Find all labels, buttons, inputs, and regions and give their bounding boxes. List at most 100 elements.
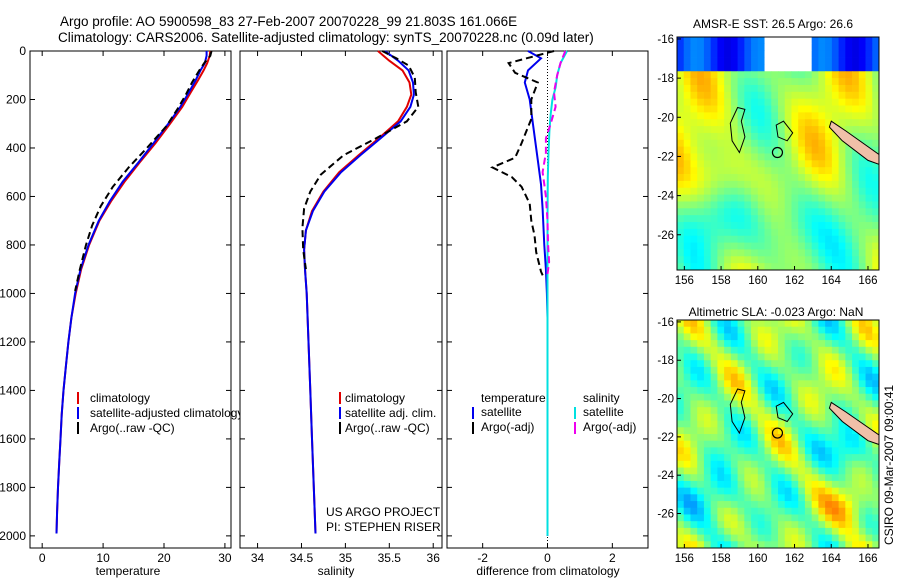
heatmap-cell	[703, 387, 712, 395]
heatmap-cell	[751, 353, 759, 361]
heatmap-cell	[852, 440, 860, 448]
heatmap-cell	[724, 119, 732, 127]
heatmap-cell	[804, 91, 813, 100]
heatmap-cell	[791, 320, 799, 328]
heatmap-cell	[703, 393, 712, 401]
heatmap-cell	[872, 420, 880, 428]
heatmap-cell	[703, 132, 712, 141]
heatmap-cell	[730, 78, 738, 86]
difference-xlabel: difference from climatology	[476, 564, 619, 578]
heatmap-cell	[778, 501, 786, 509]
heatmap-cell	[710, 387, 718, 395]
heatmap-cell	[744, 501, 752, 509]
heatmap-cell	[724, 407, 732, 415]
heatmap-cell	[872, 43, 880, 52]
heatmap-cell	[798, 407, 806, 415]
heatmap-cell	[818, 333, 826, 341]
heatmap-cell	[744, 228, 752, 237]
heatmap-cell	[825, 208, 833, 216]
heatmap-cell	[751, 256, 759, 264]
heatmap-cell	[872, 373, 880, 381]
heatmap-cell	[744, 105, 752, 113]
heatmap-cell	[791, 447, 799, 455]
heatmap-cell	[737, 208, 745, 216]
heatmap-cell	[852, 413, 860, 421]
heatmap-cell	[703, 326, 712, 334]
heatmap-cell	[825, 360, 833, 368]
heatmap-cell	[730, 91, 738, 100]
heatmap-cell	[751, 194, 759, 202]
heatmap-cell	[683, 201, 691, 209]
chesterfield-outline	[729, 106, 746, 154]
heatmap-cell	[730, 50, 738, 58]
legend-label-climatology: climatology	[90, 391, 150, 405]
heatmap-cell	[737, 84, 745, 93]
heatmap-cell	[825, 447, 833, 455]
heatmap-cell	[872, 242, 880, 250]
heatmap-cell	[730, 98, 738, 106]
x-tick-label: 34	[251, 551, 265, 565]
heatmap-cell	[751, 413, 759, 421]
heatmap-cell	[838, 400, 846, 408]
x-tick-label: 0	[544, 551, 551, 565]
heatmap-cell	[831, 57, 839, 65]
heatmap-cell	[845, 57, 853, 65]
heatmap-cell	[744, 132, 752, 141]
heatmap-cell	[757, 64, 765, 72]
heatmap-cell	[717, 393, 725, 401]
heatmap-cell	[771, 98, 779, 106]
heatmap-cell	[724, 105, 732, 113]
heatmap-cell	[804, 501, 813, 509]
heatmap-cell	[690, 534, 698, 542]
heatmap-cell	[697, 366, 705, 375]
heatmap-cell	[865, 366, 873, 375]
heatmap-cell	[771, 256, 779, 264]
heatmap-cell	[865, 57, 873, 65]
heatmap-cell	[818, 43, 826, 52]
heatmap-cell	[764, 174, 772, 182]
heatmap-cell	[690, 64, 698, 72]
heatmap-cell	[845, 440, 853, 448]
heatmap-cell	[811, 222, 819, 230]
heatmap-cell	[778, 112, 786, 120]
heatmap-cell	[677, 228, 685, 237]
heatmap-cell	[717, 400, 725, 408]
heatmap-cell	[737, 132, 745, 141]
heatmap-cell	[831, 387, 839, 395]
heatmap-cell	[717, 333, 725, 341]
heatmap-cell	[845, 527, 853, 535]
heatmap-cell	[744, 434, 752, 442]
heatmap-cell	[677, 57, 685, 65]
heatmap-cell	[710, 57, 718, 65]
heatmap-cell	[710, 480, 718, 489]
heatmap-cell	[697, 153, 705, 161]
heatmap-cell	[865, 340, 873, 348]
heatmap-cell	[838, 360, 846, 368]
heatmap-cell	[784, 501, 792, 509]
heatmap-cell	[751, 228, 759, 237]
heatmap-cell	[697, 326, 705, 334]
heatmap-cell	[798, 541, 806, 549]
heatmap-cell	[804, 360, 813, 368]
heatmap-cell	[730, 460, 738, 468]
heatmap-cell	[798, 400, 806, 408]
heatmap-cell	[852, 78, 860, 86]
heatmap-cell	[771, 57, 779, 65]
sla-heatmap-cells	[677, 320, 880, 549]
heatmap-cell	[710, 434, 718, 442]
heatmap-cell	[764, 407, 772, 415]
heatmap-cell	[872, 507, 880, 515]
heatmap-cell	[798, 37, 806, 45]
heatmap-cell	[845, 320, 853, 328]
heatmap-cell	[872, 215, 880, 223]
heatmap-cell	[737, 146, 745, 154]
heatmap-cell	[724, 37, 732, 45]
heatmap-cell	[710, 494, 718, 502]
heatmap-cell	[831, 440, 839, 448]
heatmap-cell	[831, 380, 839, 388]
heatmap-cell	[872, 467, 880, 475]
heatmap-cell	[811, 153, 819, 161]
heatmap-cell	[798, 126, 806, 134]
heatmap-cell	[737, 501, 745, 509]
heatmap-cell	[764, 78, 772, 86]
